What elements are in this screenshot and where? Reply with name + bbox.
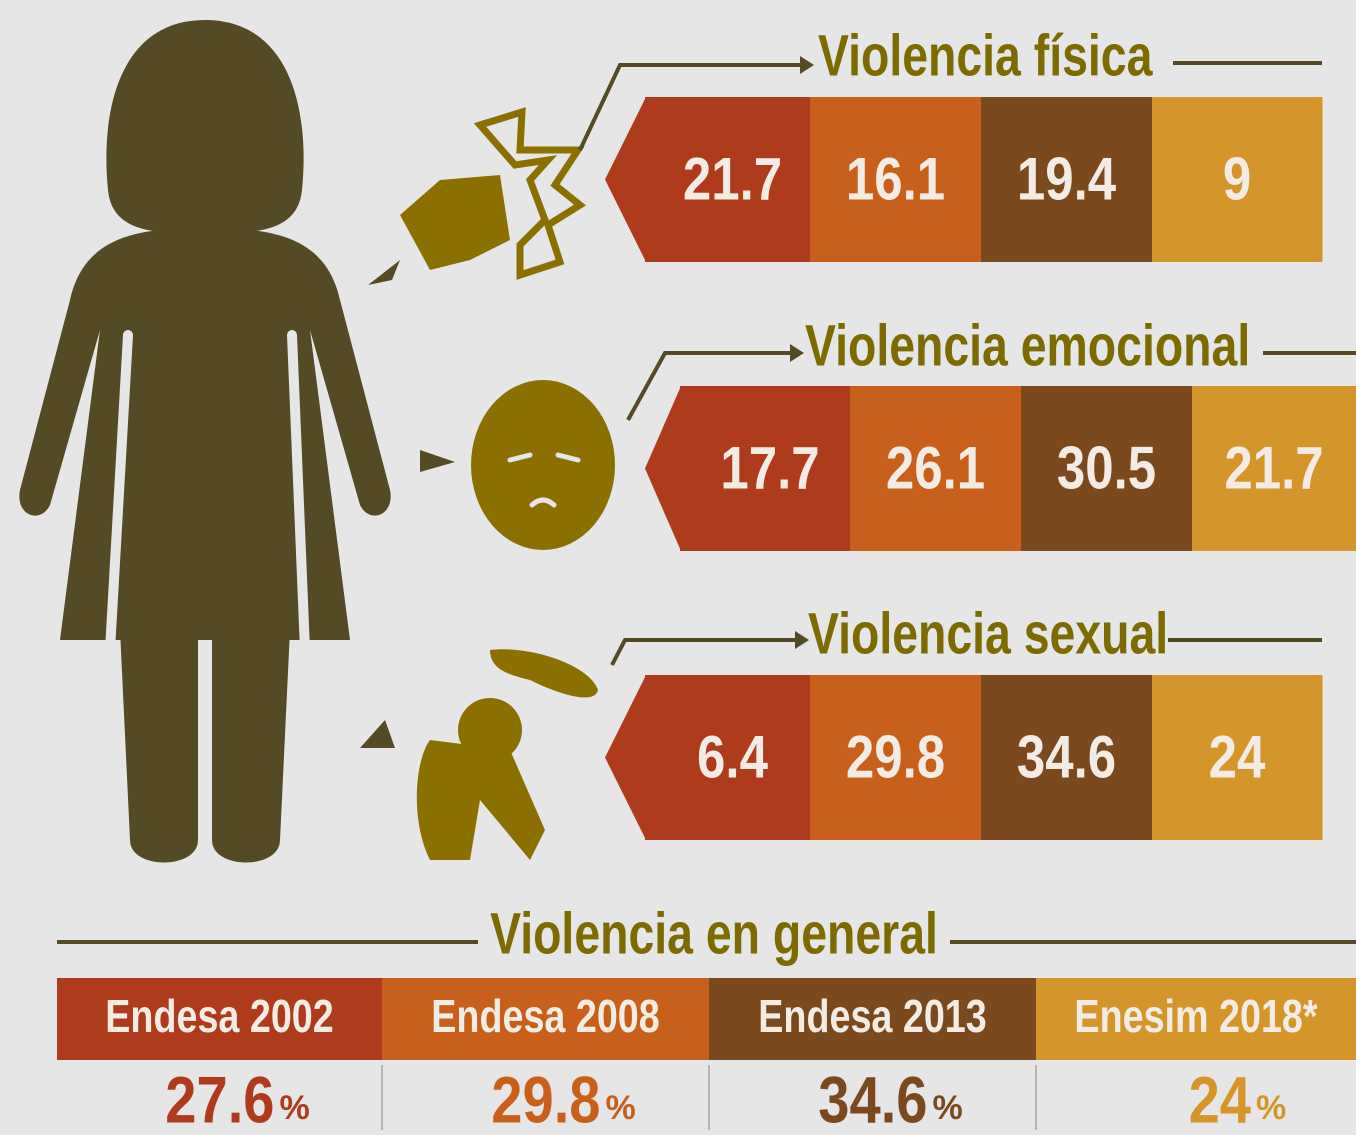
general-title: Violencia en general bbox=[490, 901, 938, 966]
column-value: 24 bbox=[1189, 1063, 1251, 1135]
segment-value: 16.1 bbox=[846, 145, 945, 212]
column-unit: % bbox=[1256, 1089, 1286, 1127]
column-label: Enesim 2018* bbox=[1074, 991, 1318, 1042]
segment-value: 21.7 bbox=[683, 145, 782, 212]
column-label: Endesa 2008 bbox=[431, 991, 659, 1042]
segment-value: 29.8 bbox=[846, 723, 945, 790]
column-unit: % bbox=[606, 1089, 636, 1127]
segment-value: 24 bbox=[1209, 723, 1266, 790]
section-title: Violencia física bbox=[818, 23, 1153, 88]
segment-value: 19.4 bbox=[1017, 145, 1116, 212]
infographic: Violencia física 21.7 16.1 19.4 9 Violencia e… bbox=[0, 0, 1356, 1135]
column-value: 29.8 bbox=[491, 1063, 600, 1135]
segment-value: 9 bbox=[1223, 145, 1251, 212]
column-label: Endesa 2013 bbox=[758, 991, 986, 1042]
segment-value: 17.7 bbox=[720, 434, 819, 501]
column-unit: % bbox=[933, 1089, 963, 1127]
column-label: Endesa 2002 bbox=[105, 991, 333, 1042]
column-value: 34.6 bbox=[818, 1063, 927, 1135]
page: {"sections": [ {"title": "Violencia físi… bbox=[0, 0, 1356, 1135]
segment-value: 21.7 bbox=[1224, 434, 1323, 501]
segment-value: 6.4 bbox=[697, 723, 768, 790]
column-unit: % bbox=[280, 1089, 310, 1127]
sad-face-icon bbox=[471, 380, 615, 550]
segment-value: 30.5 bbox=[1057, 434, 1156, 501]
section-title: Violencia emocional bbox=[805, 313, 1250, 378]
segment-value: 26.1 bbox=[886, 434, 985, 501]
segment-value: 34.6 bbox=[1017, 723, 1116, 790]
column-value: 27.6 bbox=[165, 1063, 274, 1135]
section-title: Violencia sexual bbox=[808, 601, 1168, 666]
